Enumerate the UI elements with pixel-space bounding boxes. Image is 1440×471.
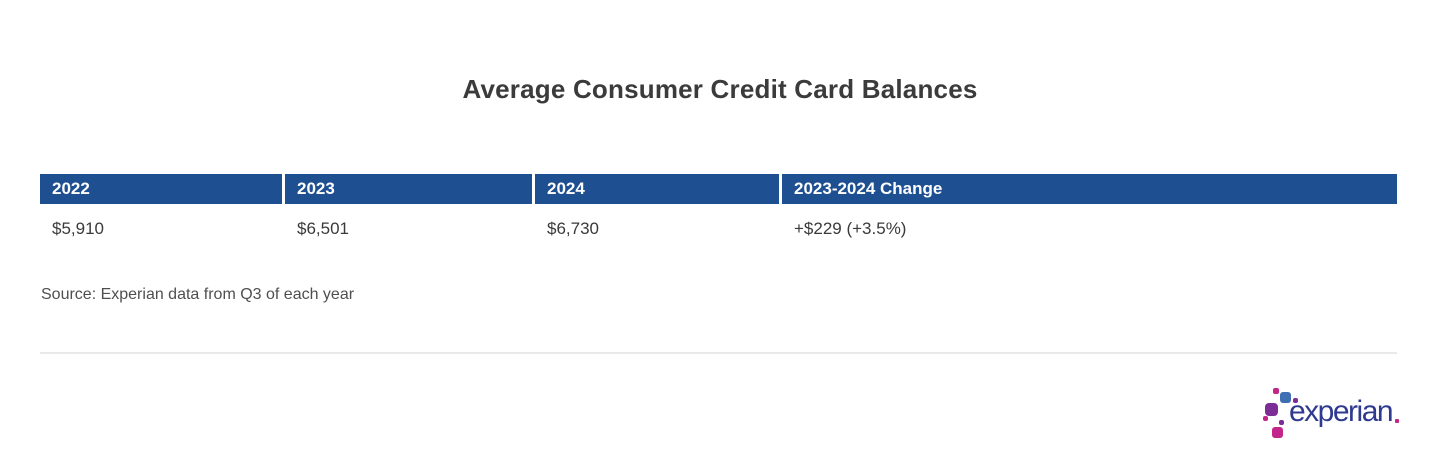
logo-dot-magenta-left-icon	[1263, 416, 1268, 421]
logo-dot-magenta-top-icon	[1273, 388, 1279, 394]
trademark-dot-icon	[1395, 419, 1400, 423]
logo-dot-purple-right-icon	[1293, 398, 1298, 403]
cell-balance-2023: $6,501	[297, 219, 349, 238]
logo-square-magenta-icon	[1272, 427, 1283, 438]
cell-change-2023-2024: +$229 (+3.5%)	[794, 219, 907, 238]
experian-wordmark: experian	[1289, 395, 1394, 428]
logo-dot-purple-bottom-icon	[1279, 420, 1284, 425]
table-header-row: 2022 2023 2024 2023-2024 Change	[40, 174, 1397, 204]
experian-logo: experian	[1263, 387, 1403, 443]
column-header-2022: 2022	[40, 174, 282, 204]
logo-square-purple-icon	[1265, 403, 1278, 416]
experian-wordmark-group: experian	[1289, 395, 1400, 429]
balances-table: 2022 2023 2024 2023-2024 Change $5,910 $…	[40, 174, 1397, 253]
column-header-2024: 2024	[535, 174, 779, 204]
page-title: Average Consumer Credit Card Balances	[462, 74, 978, 104]
column-header-2023: 2023	[285, 174, 532, 204]
cell-balance-2022: $5,910	[52, 219, 104, 238]
cell-balance-2024: $6,730	[547, 219, 599, 238]
source-note: Source: Experian data from Q3 of each ye…	[41, 286, 355, 303]
logo-square-blue-icon	[1280, 392, 1291, 403]
column-header-change: 2023-2024 Change	[782, 174, 1397, 204]
divider-line	[40, 352, 1397, 354]
table-row: $5,910 $6,501 $6,730 +$229 (+3.5%)	[40, 204, 1397, 253]
